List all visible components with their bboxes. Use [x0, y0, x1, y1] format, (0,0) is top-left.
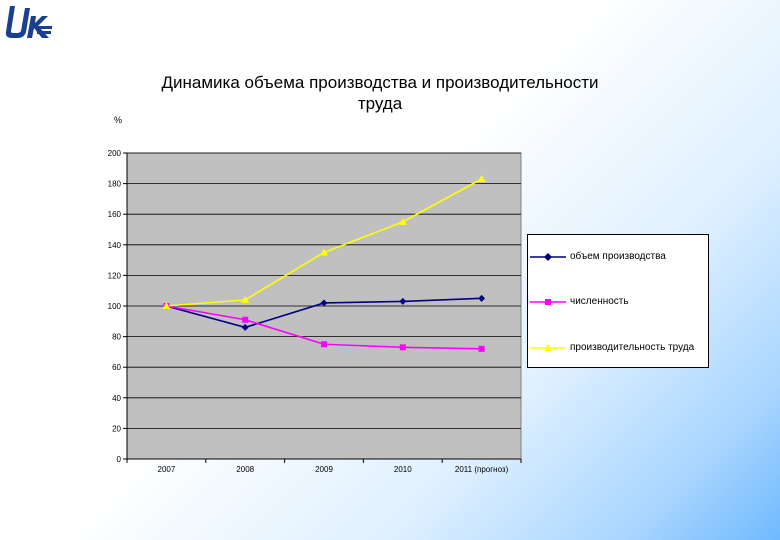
legend-label-headcount: численность [570, 296, 629, 307]
legend-label-productivity: производительность труда [570, 342, 695, 353]
legend-label-production: объем производства [570, 251, 666, 262]
chart-title-line-1: Динамика объема производства и производи… [161, 73, 599, 92]
x-tick-label: 2010 [394, 465, 412, 474]
x-tick-label: 2008 [236, 465, 254, 474]
chart-title: Динамика объема производства и производи… [100, 72, 660, 114]
legend-marker-productivity [530, 343, 566, 351]
data-point-production [478, 294, 486, 302]
data-point-productivity [162, 302, 171, 309]
y-tick-label: 160 [108, 210, 122, 219]
chart-legend: объем производства численность производи… [527, 234, 709, 368]
y-tick-label: 0 [117, 455, 122, 464]
x-tick-label: 2009 [315, 465, 333, 474]
chart-title-line-2: труда [357, 94, 403, 113]
y-tick-label: 80 [112, 333, 121, 342]
data-point-productivity [320, 248, 328, 256]
y-tick-label: 60 [112, 363, 121, 372]
y-tick-label: 40 [112, 394, 121, 403]
data-point-headcount [478, 345, 485, 352]
data-point-productivity [241, 295, 250, 303]
legend-item-productivity: производительность труда [528, 342, 694, 353]
y-tick-label: 20 [112, 424, 121, 433]
legend-marker-production [530, 252, 566, 261]
legend-marker-headcount [530, 298, 566, 305]
data-point-production [241, 323, 249, 331]
data-point-productivity [398, 217, 407, 225]
x-tick-label: 2007 [158, 465, 176, 474]
y-axis-unit-label: % [114, 115, 123, 125]
data-point-headcount [399, 344, 406, 351]
data-point-headcount [321, 341, 327, 348]
data-point-production [399, 297, 407, 305]
y-tick-label: 200 [108, 149, 122, 158]
data-point-productivity [477, 175, 486, 183]
x-tick-label: 2011 (прогноз) [455, 465, 509, 474]
company-logo-icon [5, 6, 52, 38]
data-point-headcount [242, 316, 249, 323]
y-tick-label: 140 [108, 241, 122, 250]
legend-item-headcount: численность [528, 296, 629, 307]
y-tick-label: 180 [108, 180, 122, 189]
y-tick-label: 120 [108, 271, 122, 280]
data-point-production [320, 299, 328, 307]
legend-item-production: объем производства [528, 251, 666, 262]
y-tick-label: 100 [108, 302, 122, 311]
